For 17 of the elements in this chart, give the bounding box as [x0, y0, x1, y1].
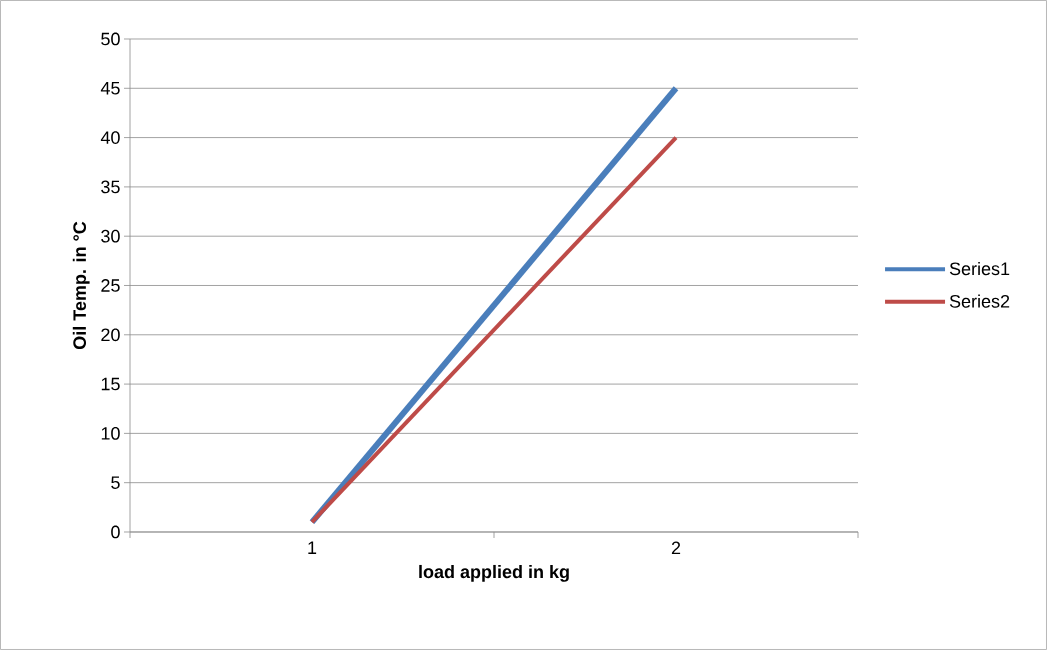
x-tick-label: 1 — [308, 541, 317, 554]
legend-label: Series2 — [949, 294, 1010, 308]
y-tick-label: 0 — [111, 525, 120, 539]
y-tick-label: 20 — [101, 328, 120, 342]
y-tick-label: 45 — [100, 82, 120, 95]
x-tick-label: 2 — [671, 541, 681, 555]
legend-label: Series1 — [949, 261, 1010, 276]
y-tick-label: 25 — [101, 279, 120, 292]
y-tick-label: 10 — [101, 427, 120, 440]
y-tick-label: 50 — [101, 32, 120, 46]
y-tick-label: 5 — [111, 476, 120, 489]
y-tick-label: 35 — [101, 180, 120, 194]
y-tick-label: 15 — [101, 377, 120, 391]
y-tick-label: 40 — [100, 131, 120, 144]
y-axis-title: Oil Temp. in °C — [72, 221, 90, 350]
x-axis-title: load applied in kg — [419, 564, 569, 582]
y-tick-label: 30 — [101, 229, 120, 243]
